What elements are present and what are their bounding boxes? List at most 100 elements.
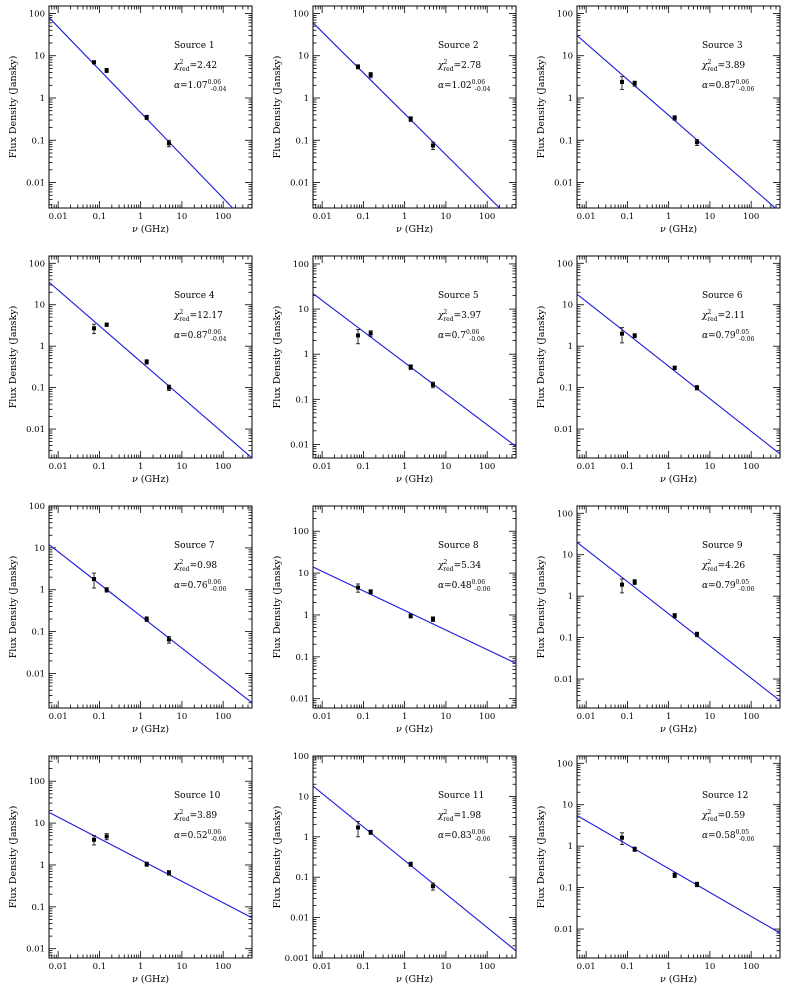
x-tick-label: 1 [138,212,143,222]
alpha-value: =0.76 [180,581,208,591]
data-point [166,141,171,146]
data-point [672,873,677,878]
chart-panel-10: 0.01 0.1 1 10 100 0.01 0.1 1 10 100 ν (GHz) Flux De… [8,755,253,985]
x-axis-label: ν (GHz) [132,224,169,235]
data-point [620,331,625,336]
y-tick-label: 1 [40,342,45,352]
source-title: Source 5 [438,291,479,301]
data-point [620,79,625,84]
data-point [368,589,373,594]
y-tick-label: 0.001 [285,954,309,964]
plot-frame [48,755,253,959]
x-axis-label-unit: (GHz) [138,474,169,485]
alpha-symbol: α [438,581,444,591]
plot-frame [312,755,517,959]
x-tick-label: 100 [743,462,759,472]
x-axis-label-unit: (GHz) [402,974,433,985]
x-tick-label: 10 [440,712,451,722]
alpha-err-down: -0.06 [739,86,755,93]
y-tick-label: 100 [293,752,309,762]
chi-sub: red [179,66,189,73]
x-axis-label: ν (GHz) [396,974,433,985]
x-axis-label-unit: (GHz) [666,724,697,735]
chi-sup: 2 [179,309,183,316]
fit-line [577,35,777,208]
fit-line [49,281,252,458]
chi2-label: χ2 red=0.59 [701,809,745,823]
y-tick-label: 1 [40,94,45,104]
x-tick-label: 100 [479,712,495,722]
chi-sup: 2 [707,309,711,316]
data-point [104,322,109,327]
chi-sub: red [179,566,189,573]
x-tick-label: 0.01 [313,962,332,972]
chi-sup: 2 [443,559,447,566]
data-point [430,617,435,622]
alpha-label: α=1.020.06 -0.04 [438,79,491,93]
data-point [368,72,373,77]
y-tick-label: 0.1 [31,628,45,638]
x-tick-label: 1 [666,712,671,722]
alpha-err-up: 0.06 [472,579,486,586]
x-tick-label: 0.01 [49,712,68,722]
alpha-value: =0.87 [708,81,736,91]
x-axis-label: ν (GHz) [396,224,433,235]
alpha-value: =0.52 [180,831,208,841]
x-tick-label: 1 [138,712,143,722]
x-axis-label-symbol: ν [396,724,402,735]
data-point [672,365,677,370]
chart-panel-7: 0.01 0.1 1 10 100 0.01 0.1 1 10 100 ν (GHz) Flux De… [8,502,253,735]
x-axis-label: ν (GHz) [660,474,697,485]
alpha-value: =0.79 [708,331,736,341]
fit-line [49,544,252,704]
x-tick-label: 1 [402,962,407,972]
alpha-symbol: α [174,581,180,591]
data-point [144,115,149,120]
x-tick-label: 1 [666,462,671,472]
alpha-err-up: 0.06 [208,79,222,86]
plot-frame [576,755,781,959]
x-tick-label: 0.01 [577,462,596,472]
data-point [694,882,699,887]
x-axis-label: ν (GHz) [132,724,169,735]
alpha-label: α=0.790.05 -0.06 [702,579,755,593]
fit-line [577,293,780,455]
chi2-label: χ2 red=2.42 [173,59,217,73]
y-tick-label: 100 [557,259,573,269]
chi-sub: red [443,816,453,823]
y-tick-label: 0.01 [26,945,45,955]
x-tick-label: 10 [176,212,187,222]
y-tick-label: 100 [557,9,573,19]
chi2-value: =5.34 [454,561,482,571]
chi-sup: 2 [443,59,447,66]
data-point [92,577,97,582]
chart-panel-3: 0.01 0.1 1 10 100 0.01 0.1 1 10 100 ν (GHz) Flux De… [536,5,781,235]
y-tick-label: 1 [304,611,309,621]
alpha-err-up: 0.06 [208,579,222,586]
chi2-value: =2.42 [190,61,218,71]
y-axis-label: Flux Density (Jansky) [8,306,19,409]
x-tick-label: 1 [138,462,143,472]
alpha-err-down: -0.06 [739,586,755,593]
alpha-value: =0.7 [444,331,466,341]
alpha-label: α=0.520.06 -0.06 [174,829,227,843]
chi-symbol: χ [701,311,708,321]
x-tick-label: 100 [215,962,231,972]
alpha-value: =0.87 [180,331,208,341]
y-tick-label: 100 [557,759,573,769]
source-title: Source 10 [174,791,221,801]
fit-line [577,815,780,934]
plot-frame [576,255,781,459]
y-tick-label: 1 [568,842,573,852]
chi-symbol: χ [437,61,444,71]
chi-sup: 2 [179,59,183,66]
alpha-symbol: α [702,581,708,591]
y-tick-label: 1 [304,833,309,843]
y-tick-label: 1 [304,94,309,104]
y-tick-label: 100 [29,9,45,19]
data-point [632,81,637,86]
data-point [92,326,97,331]
x-tick-label: 0.1 [621,212,635,222]
x-tick-label: 10 [704,962,715,972]
chi2-label: χ2 red=0.98 [173,559,217,573]
